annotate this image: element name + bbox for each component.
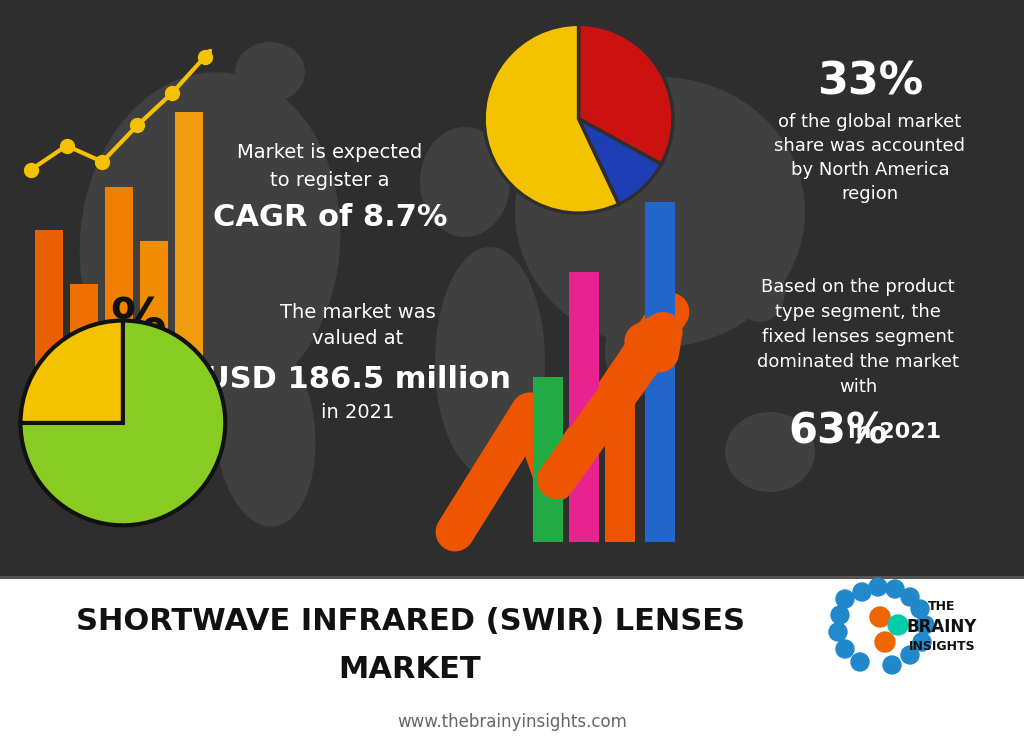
Text: with: with (839, 378, 878, 396)
Text: share was accounted: share was accounted (774, 137, 966, 155)
Text: type segment, the: type segment, the (775, 303, 941, 321)
Circle shape (829, 623, 847, 641)
Ellipse shape (420, 127, 510, 237)
Text: in 2021: in 2021 (849, 422, 941, 442)
Wedge shape (20, 321, 225, 525)
Bar (604, 402, 635, 542)
Circle shape (916, 616, 934, 634)
Text: fixed lenses segment: fixed lenses segment (762, 328, 954, 346)
Circle shape (831, 606, 849, 624)
Ellipse shape (234, 42, 305, 102)
Text: dominated the market: dominated the market (757, 353, 959, 371)
Bar (35, 231, 63, 392)
Text: region: region (842, 185, 899, 203)
Text: Market is expected: Market is expected (238, 142, 423, 162)
Circle shape (853, 583, 871, 601)
Ellipse shape (605, 307, 665, 397)
Text: 63%: 63% (788, 411, 888, 453)
Circle shape (851, 653, 869, 671)
Ellipse shape (735, 262, 785, 322)
Bar (104, 188, 133, 392)
Circle shape (913, 633, 931, 651)
Circle shape (869, 578, 887, 596)
Text: USD 186.5 million: USD 186.5 million (205, 366, 511, 395)
Bar (645, 202, 676, 542)
Bar (0, 577, 1024, 742)
Wedge shape (579, 119, 662, 204)
Circle shape (836, 640, 854, 658)
Text: %: % (111, 295, 166, 349)
Wedge shape (579, 24, 673, 164)
Text: Based on the product: Based on the product (761, 278, 954, 296)
Text: 33%: 33% (817, 61, 923, 103)
Ellipse shape (725, 412, 815, 492)
Bar (568, 272, 599, 542)
Ellipse shape (435, 247, 545, 477)
Text: The market was: The market was (281, 303, 436, 321)
Circle shape (901, 646, 919, 664)
Text: of the global market: of the global market (778, 113, 962, 131)
Text: BRAINY: BRAINY (907, 618, 977, 636)
Text: SHORTWAVE INFRARED (SWIR) LENSES: SHORTWAVE INFRARED (SWIR) LENSES (76, 608, 744, 637)
Text: valued at: valued at (312, 329, 403, 347)
Bar (175, 112, 204, 392)
Wedge shape (484, 24, 618, 213)
Ellipse shape (214, 338, 315, 527)
Circle shape (836, 590, 854, 608)
FancyBboxPatch shape (35, 400, 121, 464)
Circle shape (886, 580, 904, 598)
Text: INSIGHTS: INSIGHTS (908, 640, 975, 654)
Bar (0, 576, 1024, 579)
Circle shape (883, 656, 901, 674)
Circle shape (874, 632, 895, 652)
Circle shape (870, 607, 890, 627)
Text: www.thebrainyinsights.com: www.thebrainyinsights.com (397, 713, 627, 731)
Bar (532, 377, 563, 542)
Text: in 2021: in 2021 (322, 402, 394, 421)
Circle shape (901, 588, 919, 606)
Ellipse shape (515, 77, 805, 347)
Text: by North America: by North America (791, 161, 949, 179)
Text: CAGR of 8.7%: CAGR of 8.7% (213, 203, 447, 232)
Ellipse shape (80, 72, 340, 412)
Text: THE: THE (928, 600, 955, 614)
Circle shape (888, 615, 908, 635)
Bar (70, 284, 98, 392)
Text: MARKET: MARKET (339, 655, 481, 685)
Wedge shape (20, 321, 123, 423)
Bar (139, 241, 168, 392)
Text: to register a: to register a (270, 171, 390, 189)
Circle shape (911, 600, 929, 618)
